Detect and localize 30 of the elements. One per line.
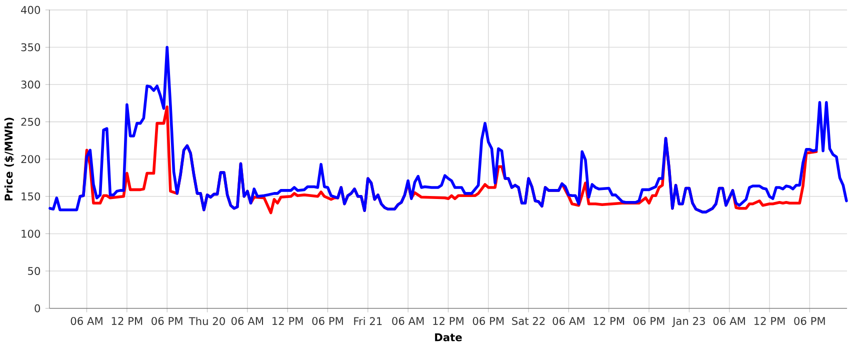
x-tick-label: 06 PM [472, 317, 504, 326]
y-tick-label: 50 [28, 267, 40, 276]
x-tick-label: 06 PM [794, 317, 825, 326]
x-tick-label: Fri 21 [354, 317, 382, 326]
y-axis-title: Price ($/MWh) [4, 118, 14, 201]
x-tick-label: 12 PM [112, 317, 142, 325]
x-tick-label: 06 AM [713, 317, 745, 326]
y-tick-label: 400 [21, 6, 40, 14]
x-tick-label: 06 AM [231, 317, 264, 326]
x-tick-label: 06 AM [70, 317, 102, 326]
y-tick-label: 350 [21, 43, 40, 52]
x-tick-label: 06 PM [312, 317, 343, 326]
x-tick-label: Thu 20 [188, 317, 225, 326]
x-tick-label: 06 PM [152, 317, 182, 326]
x-tick-label: 12 PM [433, 317, 464, 325]
x-tick-label: 06 AM [552, 317, 584, 326]
y-tick-label: 0 [34, 304, 40, 312]
y-tick-label: 250 [21, 118, 40, 126]
x-tick-label: 06 PM [634, 317, 664, 326]
x-tick-label: Sat 22 [512, 317, 545, 326]
x-tick-label: 12 PM [272, 317, 303, 325]
x-tick-label: 06 AM [392, 317, 424, 326]
x-tick-label: 12 PM [754, 317, 785, 325]
x-tick-label: 12 PM [594, 317, 624, 325]
y-tick-label: 100 [22, 230, 40, 238]
y-tick-label: 300 [21, 80, 40, 89]
x-tick-label: Jan 23 [672, 317, 705, 328]
y-tick-label: 200 [21, 155, 40, 164]
y-tick-label: 150 [22, 192, 40, 201]
x-axis-title: Date [435, 334, 462, 342]
